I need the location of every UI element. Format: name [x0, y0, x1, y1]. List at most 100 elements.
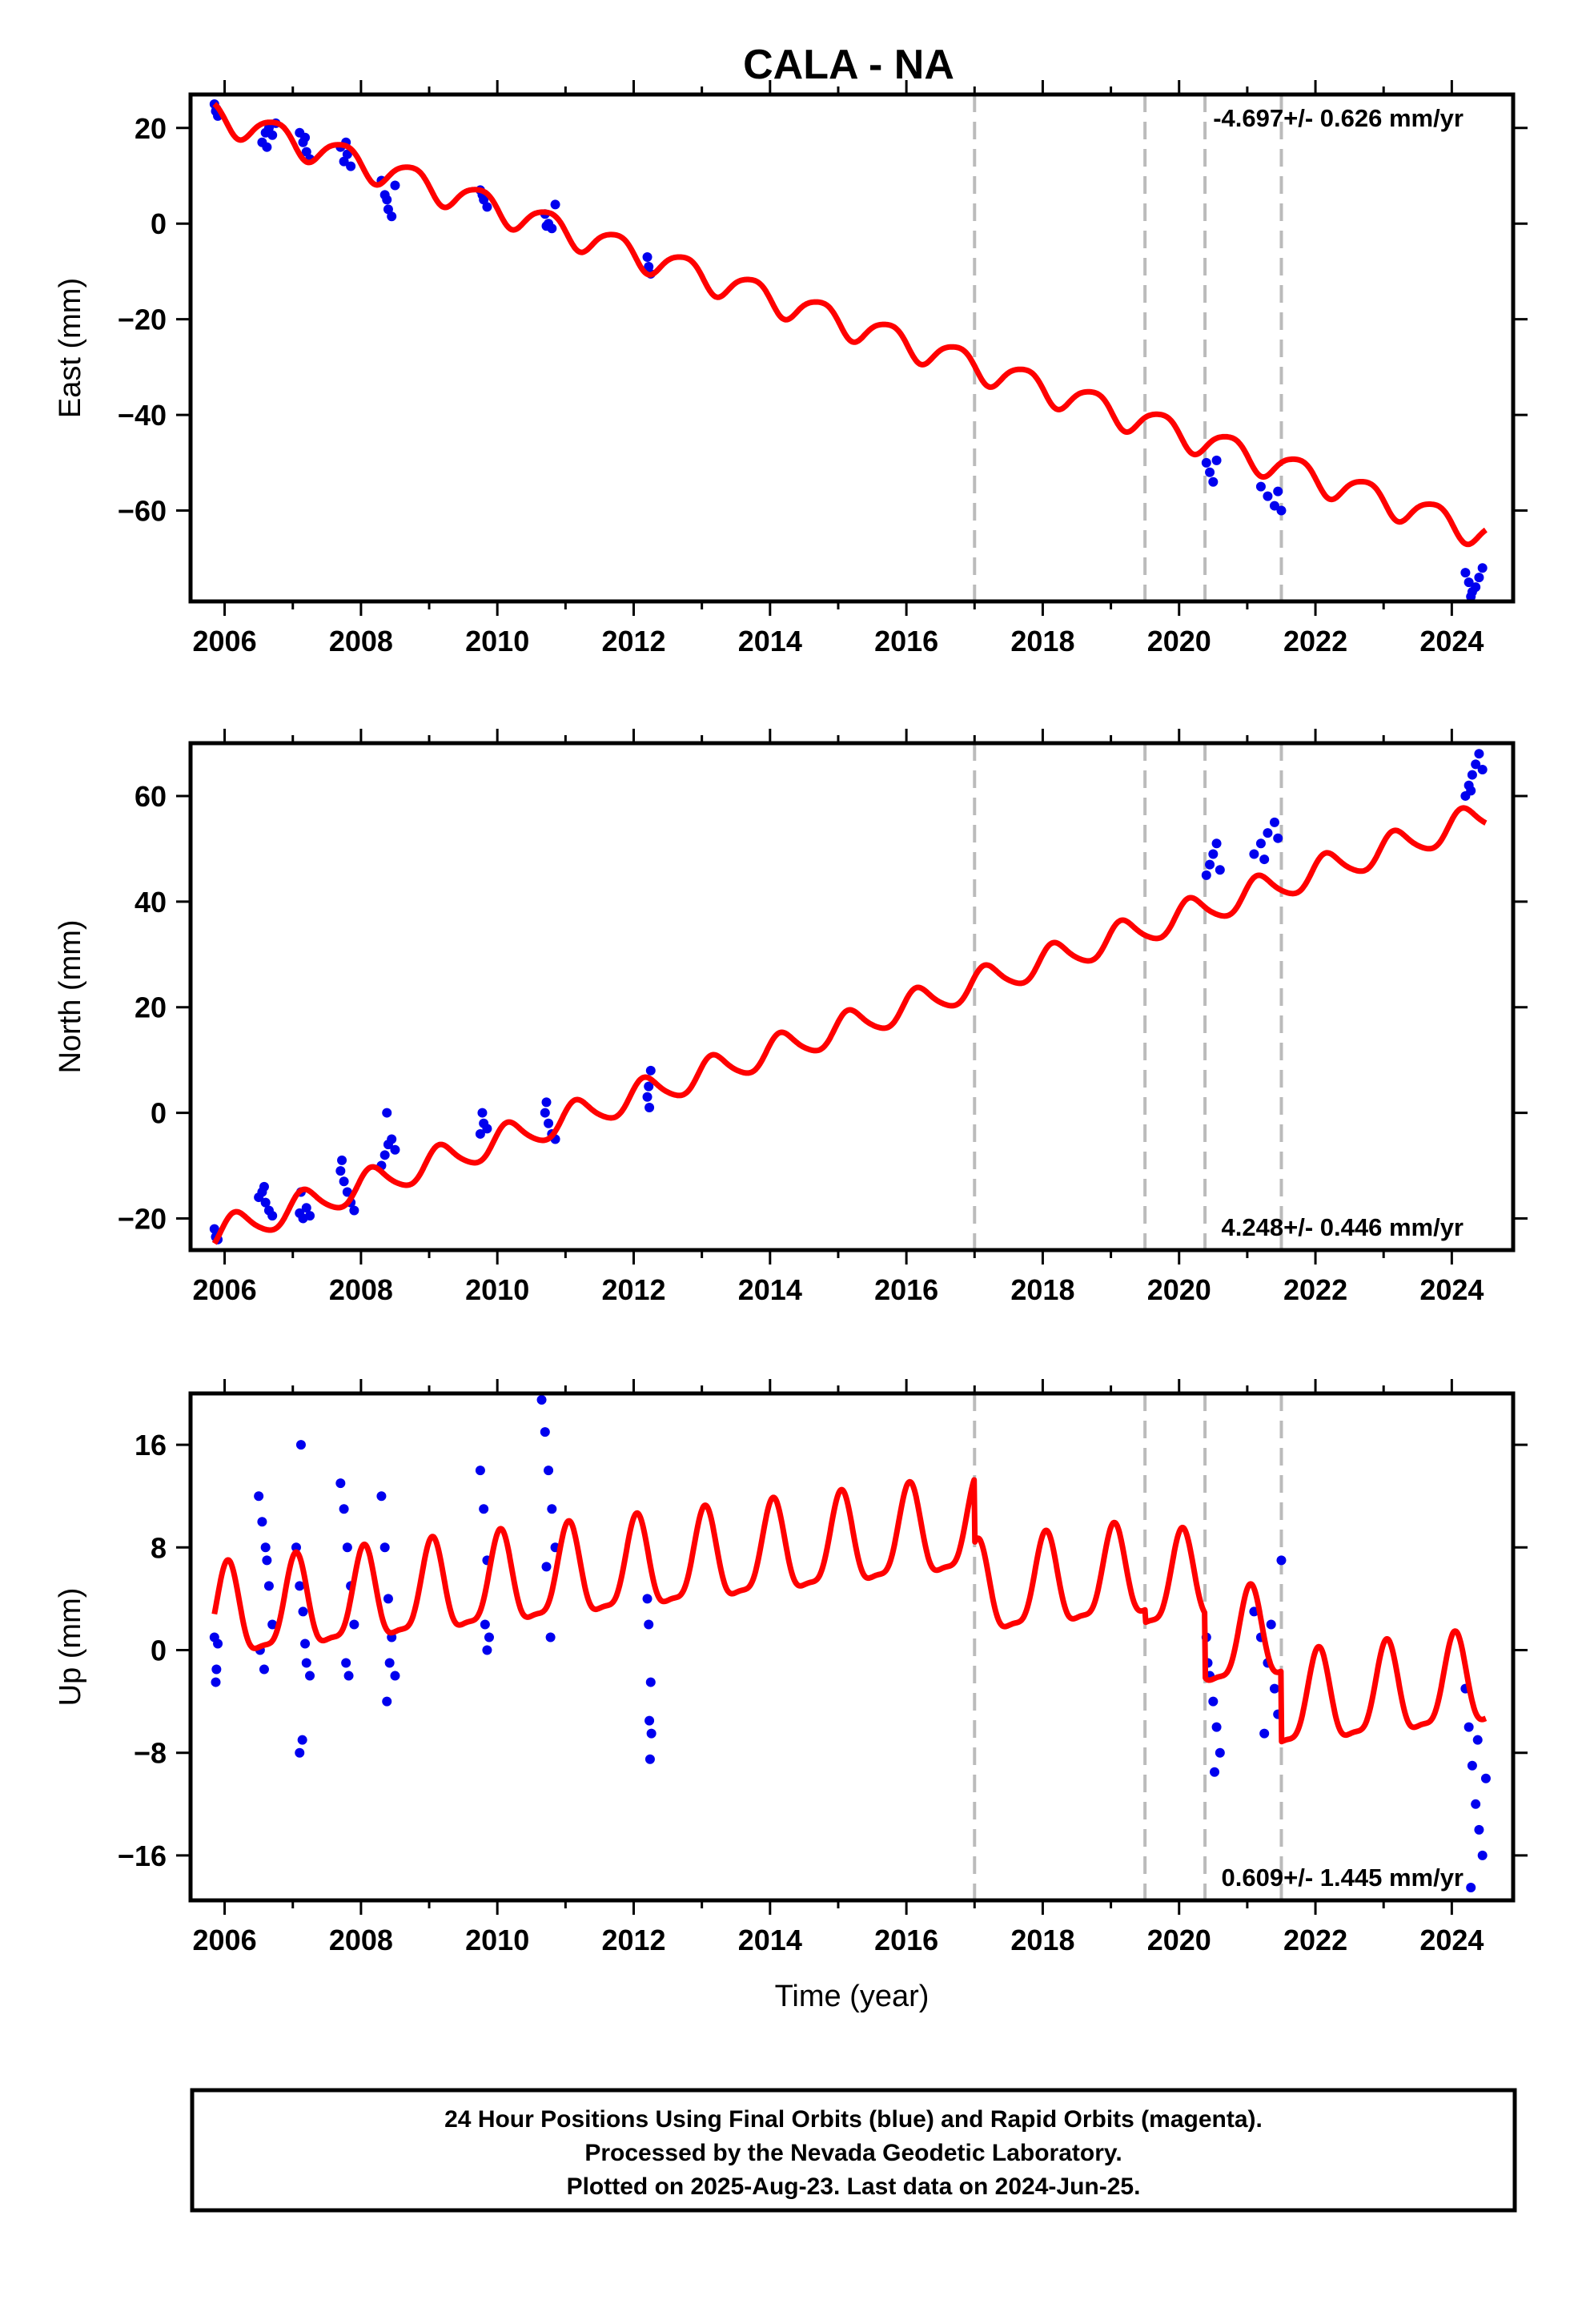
data-point — [337, 1155, 347, 1165]
data-point — [376, 1491, 387, 1502]
data-point — [1464, 577, 1474, 588]
data-point — [260, 1197, 271, 1208]
data-point — [541, 1097, 552, 1108]
x-tick-label: 2010 — [465, 1273, 529, 1306]
footer-line-1: 24 Hour Positions Using Final Orbits (bl… — [444, 2106, 1263, 2133]
data-point — [1471, 759, 1481, 770]
data-point — [644, 1619, 654, 1630]
x-tick-label: 2024 — [1419, 1273, 1484, 1306]
data-point — [484, 1632, 494, 1642]
rate-annotation: 0.609+/- 1.445 mm/yr — [1222, 1864, 1464, 1892]
data-point — [263, 123, 274, 133]
data-point — [263, 1581, 274, 1591]
data-point — [1480, 1773, 1491, 1783]
y-tick-label: −16 — [118, 1839, 167, 1872]
data-point — [646, 1728, 656, 1739]
data-point — [342, 149, 352, 159]
data-point — [1205, 859, 1215, 870]
plot-frame — [188, 1391, 1516, 1903]
y-tick-label: −60 — [118, 495, 167, 528]
data-point — [645, 1677, 656, 1687]
data-point — [550, 199, 560, 210]
data-point — [342, 1187, 352, 1197]
east-panel: 2006 2008 2010 2012 2014 2016 2018 2020 2022 2024… — [54, 80, 1528, 657]
x-tick-label: 2024 — [1419, 625, 1484, 657]
y-axis-label: Up (mm) — [54, 1588, 87, 1707]
data-point — [267, 1619, 278, 1630]
x-axis-label: Time (year) — [775, 1980, 930, 2013]
data-point — [383, 1594, 393, 1604]
data-point — [390, 180, 400, 191]
x-tick-label: 2014 — [738, 1273, 802, 1306]
data-point — [1201, 457, 1211, 468]
data-point — [480, 1619, 490, 1630]
data-point — [1263, 828, 1273, 838]
x-tick-label: 2016 — [874, 1924, 938, 1956]
x-tick-label: 2012 — [601, 625, 665, 657]
plot-frame — [188, 92, 1516, 604]
data-point — [1208, 849, 1219, 859]
data-point — [1201, 870, 1211, 880]
data-point — [1464, 1722, 1474, 1732]
data-point — [1474, 1824, 1484, 1835]
data-point — [211, 1664, 222, 1675]
data-point — [1269, 1683, 1279, 1694]
data-point — [1269, 501, 1279, 511]
data-point — [301, 1203, 311, 1213]
data-point — [1471, 582, 1481, 593]
data-point — [1466, 1882, 1476, 1892]
data-point — [390, 1671, 400, 1681]
data-point — [642, 1594, 652, 1604]
x-tick-label: 2006 — [193, 1273, 257, 1306]
x-tick-label: 2006 — [193, 625, 257, 657]
data-point — [339, 156, 349, 167]
data-point — [1466, 592, 1476, 602]
data-point — [267, 130, 278, 140]
y-tick-label: 40 — [135, 886, 167, 919]
data-point — [384, 1658, 395, 1668]
model-curve — [211, 1477, 1488, 1745]
data-point — [257, 1517, 267, 1527]
x-tick-label: 2018 — [1010, 1924, 1074, 1956]
data-point — [259, 1181, 269, 1192]
data-point — [262, 142, 272, 152]
data-point — [545, 1632, 556, 1642]
data-point — [211, 1677, 221, 1687]
data-point — [295, 1747, 305, 1758]
data-point — [300, 132, 311, 143]
y-tick-label: 8 — [151, 1531, 167, 1564]
x-tick-label: 2012 — [601, 1924, 665, 1956]
y-tick-label: 60 — [135, 780, 167, 813]
y-tick-label: 0 — [151, 1634, 167, 1667]
y-axis-label: North (mm) — [54, 919, 87, 1073]
y-tick-label: −40 — [118, 399, 167, 432]
x-tick-label: 2008 — [329, 1924, 393, 1956]
x-tick-label: 2016 — [874, 1273, 938, 1306]
data-point — [335, 1478, 346, 1489]
data-point — [642, 1092, 652, 1102]
data-point — [305, 1671, 315, 1681]
data-point — [1471, 1799, 1481, 1809]
data-point — [343, 1671, 354, 1681]
data-point — [544, 1466, 554, 1476]
data-point — [335, 1166, 346, 1176]
data-point — [254, 1491, 264, 1502]
data-point — [541, 1562, 552, 1572]
data-point — [387, 1134, 397, 1144]
x-tick-label: 2008 — [329, 625, 393, 657]
data-point — [379, 1542, 390, 1553]
x-tick-label: 2020 — [1147, 625, 1211, 657]
data-point — [259, 1664, 269, 1675]
x-tick-label: 2020 — [1147, 1924, 1211, 1956]
y-tick-label: −8 — [134, 1737, 167, 1770]
x-tick-label: 2024 — [1419, 1924, 1484, 1956]
data-point — [387, 211, 397, 222]
x-tick-label: 2010 — [465, 1924, 529, 1956]
model-curve — [211, 805, 1488, 1245]
data-point — [301, 1658, 311, 1668]
data-point — [1474, 749, 1484, 759]
data-point — [1255, 481, 1266, 492]
x-tick-label: 2014 — [738, 1924, 802, 1956]
data-point — [1211, 838, 1222, 849]
data-point — [1215, 865, 1225, 875]
